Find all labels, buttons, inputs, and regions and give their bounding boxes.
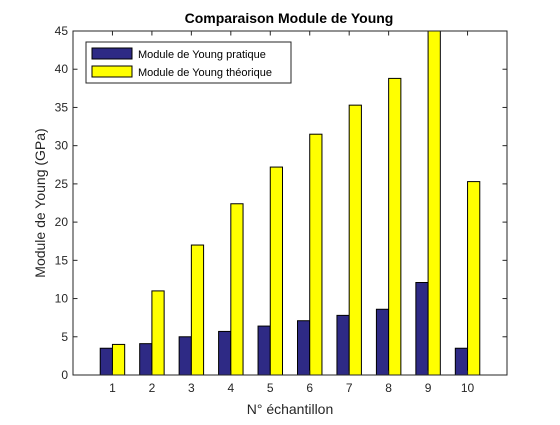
- bar-theorique-6: [309, 133, 323, 376]
- legend-label-pratique: Module de Young pratique: [138, 49, 266, 61]
- axes-box: [72, 30, 508, 376]
- y-tick-label: 20: [55, 215, 69, 229]
- y-tick-labels: 0 5 10 15 20 25 30 35 40 45: [55, 24, 69, 382]
- x-tick-label: 1: [109, 381, 116, 395]
- x-tick-label: 7: [346, 381, 353, 395]
- y-tick-label: 25: [55, 177, 69, 191]
- bar-theorique-3: [190, 244, 205, 376]
- bar-pratique-8: [375, 308, 390, 376]
- y-axis-label: Module de Young (GPa): [32, 128, 48, 277]
- bar-pratique-1: [99, 347, 113, 376]
- legend-swatch-pratique: [91, 47, 133, 60]
- bar-theorique-4: [230, 203, 244, 376]
- bar-pratique-2: [139, 343, 153, 376]
- x-tick-label: 2: [149, 381, 156, 395]
- y-tick-label: 40: [55, 62, 69, 76]
- y-tick-label: 35: [55, 100, 69, 114]
- x-tick-label: 10: [461, 381, 475, 395]
- bar-pratique-10: [454, 347, 469, 376]
- y-tick-label: 30: [55, 139, 69, 153]
- bars-group: [99, 30, 481, 376]
- x-tick-label: 5: [267, 381, 274, 395]
- legend: Module de Young pratique Module de Young…: [85, 41, 292, 84]
- bar-theorique-9: [427, 30, 441, 376]
- bar-pratique-7: [336, 314, 350, 376]
- x-tick-label: 9: [425, 381, 432, 395]
- y-tick-label: 15: [55, 253, 69, 267]
- bar-pratique-5: [257, 325, 271, 376]
- chart-title: Comparaison Module de Young: [185, 10, 394, 26]
- x-axis-label: N° échantillon: [247, 401, 334, 417]
- bar-theorique-8: [388, 77, 402, 376]
- bar-theorique-2: [151, 290, 165, 376]
- x-tick-label: 4: [227, 381, 234, 395]
- x-tick-label: 8: [385, 381, 392, 395]
- x-tick-label: 6: [306, 381, 313, 395]
- bar-theorique-7: [348, 104, 362, 376]
- y-tick-label: 45: [55, 24, 69, 38]
- bar-theorique-1: [111, 343, 126, 376]
- legend-label-theorique: Module de Young théorique: [138, 67, 272, 79]
- bar-pratique-4: [218, 330, 232, 376]
- x-tick-label: 3: [188, 381, 195, 395]
- plot-area: [72, 30, 508, 376]
- y-tick-label: 5: [61, 330, 68, 344]
- bar-pratique-6: [297, 320, 311, 376]
- bar-theorique-5: [269, 166, 283, 376]
- bar-pratique-9: [415, 282, 429, 376]
- legend-swatch-theorique: [91, 65, 133, 78]
- bar-theorique-10: [467, 181, 481, 376]
- bar-pratique-3: [178, 336, 192, 376]
- y-tick-label: 10: [55, 292, 69, 306]
- y-tick-label: 0: [61, 368, 68, 382]
- x-tick-labels: 1 2 3 4 5 6 7 8 9 10: [109, 381, 474, 395]
